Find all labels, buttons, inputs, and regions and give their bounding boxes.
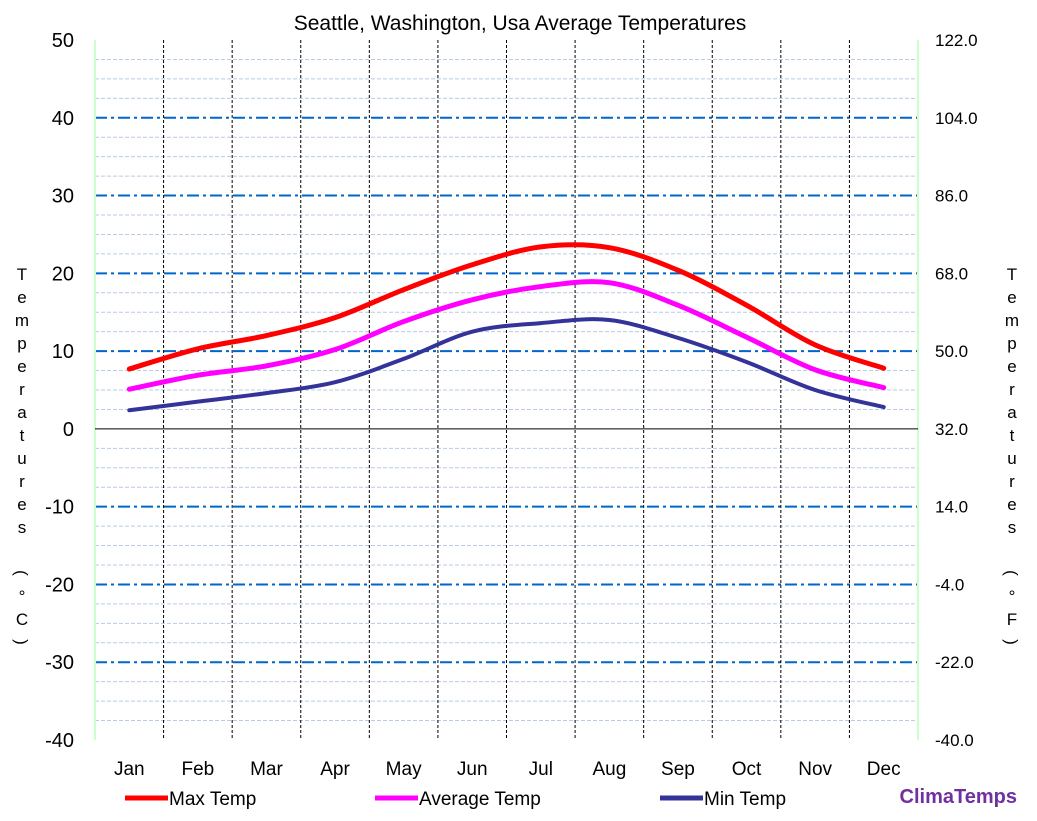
x-tick-label: Apr [320, 759, 350, 780]
axis-title-char: a [1007, 403, 1017, 422]
axis-title-char: e [17, 495, 26, 514]
y-tick-label: 0 [63, 419, 74, 441]
y-axis-title: Temperatures(°C) [12, 265, 31, 645]
y2-tick-label: 14.0 [935, 498, 968, 517]
x-tick-label: Oct [732, 759, 762, 780]
axis-title-char: a [17, 403, 27, 422]
axis-title-char: ( [1002, 570, 1021, 576]
y-tick-label: -40 [45, 730, 74, 752]
y2-tick-label: -40.0 [935, 731, 974, 750]
axis-title-char: T [1007, 265, 1017, 284]
axis-title-char: m [15, 311, 29, 330]
axis-title-char: ) [12, 639, 31, 645]
axis-title-char: r [19, 472, 25, 491]
axis-title-char: r [1009, 380, 1015, 399]
axis-title-char: s [1008, 518, 1017, 537]
y-tick-label: 30 [52, 186, 74, 208]
y-tick-label: 50 [52, 30, 74, 52]
axis-title-char: T [17, 265, 27, 284]
y2-tick-label: 50.0 [935, 342, 968, 361]
y-tick-label: -30 [45, 652, 74, 674]
axis-title-char: p [1007, 334, 1016, 353]
legend-label-max-temp: Max Temp [169, 789, 256, 810]
y2-tick-label: 122.0 [935, 31, 978, 50]
chart-title: Seattle, Washington, Usa Average Tempera… [294, 12, 747, 35]
x-tick-label: Aug [592, 759, 626, 780]
average-temp-line [126, 279, 887, 392]
y2-tick-label: 32.0 [935, 420, 968, 439]
y-tick-label: 20 [52, 263, 74, 285]
axis-title-char: e [17, 288, 26, 307]
legend-label-average-temp: Average Temp [419, 789, 541, 810]
axis-title-char: e [17, 357, 26, 376]
axis-title-char: p [17, 334, 26, 353]
axis-title-char: t [20, 426, 25, 445]
y-tick-label: 40 [52, 108, 74, 130]
x-tick-label: Nov [798, 759, 832, 780]
y-tick-label: -20 [45, 574, 74, 596]
min-temp-line [127, 317, 886, 413]
y2-axis-title: Temperatures(°F) [1002, 265, 1021, 645]
axis-title-char: u [1007, 449, 1016, 468]
x-tick-label: Sep [661, 759, 695, 780]
axis-title-char: t [1010, 426, 1015, 445]
axis-title-char: e [1007, 288, 1016, 307]
x-tick-label: Dec [867, 759, 901, 780]
y2-tick-label: -22.0 [935, 653, 974, 672]
axis-title-char: e [1007, 357, 1016, 376]
y2-tick-label: 86.0 [935, 187, 968, 206]
max-temp-line [126, 242, 887, 372]
y2-tick-label: 104.0 [935, 109, 978, 128]
axis-title-char: e [1007, 495, 1016, 514]
axis-title-char: ) [1002, 639, 1021, 645]
axis-title-char: ( [12, 570, 31, 576]
axis-title-char: m [1005, 311, 1019, 330]
axis-title-char: u [17, 449, 26, 468]
y-tick-label: -10 [45, 497, 74, 519]
x-tick-label: Jan [114, 759, 145, 780]
y2-tick-label: 68.0 [935, 264, 968, 283]
x-tick-label: Jun [457, 759, 488, 780]
axis-title-char: ° [19, 587, 26, 606]
axis-title-char: r [19, 380, 25, 399]
y-tick-label: 10 [52, 341, 74, 363]
y2-tick-label: -4.0 [935, 575, 964, 594]
axis-title-char: ° [1009, 587, 1016, 606]
axis-title-char: s [18, 518, 27, 537]
axis-title-char: C [16, 610, 28, 629]
x-tick-label: Feb [182, 759, 215, 780]
x-tick-label: May [386, 759, 422, 780]
x-tick-label: Jul [529, 759, 553, 780]
climatemps-logo: ClimaTemps [899, 786, 1017, 808]
axis-title-char: F [1007, 610, 1017, 629]
legend-label-min-temp: Min Temp [704, 789, 786, 810]
axis-title-char: r [1009, 472, 1015, 491]
x-tick-label: Mar [250, 759, 283, 780]
